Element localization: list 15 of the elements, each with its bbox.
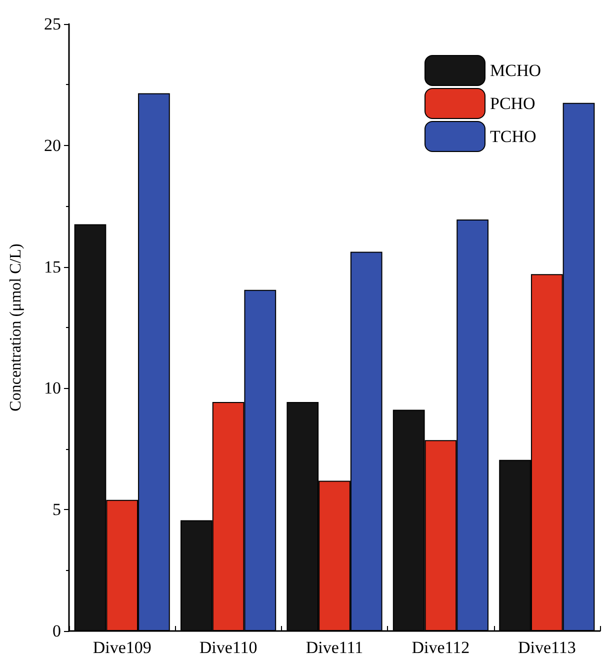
x-tick-label: Dive111 bbox=[306, 638, 364, 657]
y-tick-label: 0 bbox=[52, 622, 61, 640]
y-tick-label: 25 bbox=[44, 14, 61, 34]
legend-label: TCHO bbox=[490, 127, 536, 146]
legend-label: PCHO bbox=[490, 94, 536, 113]
x-tick-label: Dive113 bbox=[518, 638, 576, 657]
y-tick-label: 15 bbox=[44, 257, 61, 276]
y-tick-label: 10 bbox=[44, 378, 61, 398]
y-axis-title: Concentration (μmol C/L) bbox=[8, 244, 24, 412]
x-tick-label: Dive109 bbox=[92, 638, 152, 657]
x-tick-label: Dive110 bbox=[199, 638, 258, 657]
legend-label: MCHO bbox=[490, 61, 542, 80]
y-tick-label: 5 bbox=[52, 500, 61, 520]
x-tick-label: Dive112 bbox=[412, 638, 470, 657]
y-tick-label: 20 bbox=[44, 136, 61, 155]
